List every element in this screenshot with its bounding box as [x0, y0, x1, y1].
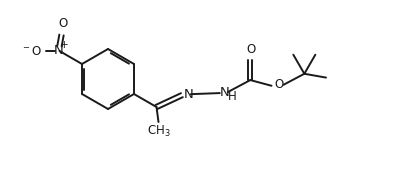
Text: H: H [228, 90, 236, 103]
Text: O: O [274, 78, 284, 91]
Text: +: + [60, 40, 69, 50]
Text: N: N [53, 44, 63, 56]
Text: CH$_3$: CH$_3$ [147, 124, 170, 139]
Text: $^-$O: $^-$O [21, 45, 42, 57]
Text: N: N [220, 86, 230, 99]
Text: O: O [58, 17, 67, 30]
Text: O: O [247, 43, 256, 56]
Text: N: N [184, 88, 194, 101]
